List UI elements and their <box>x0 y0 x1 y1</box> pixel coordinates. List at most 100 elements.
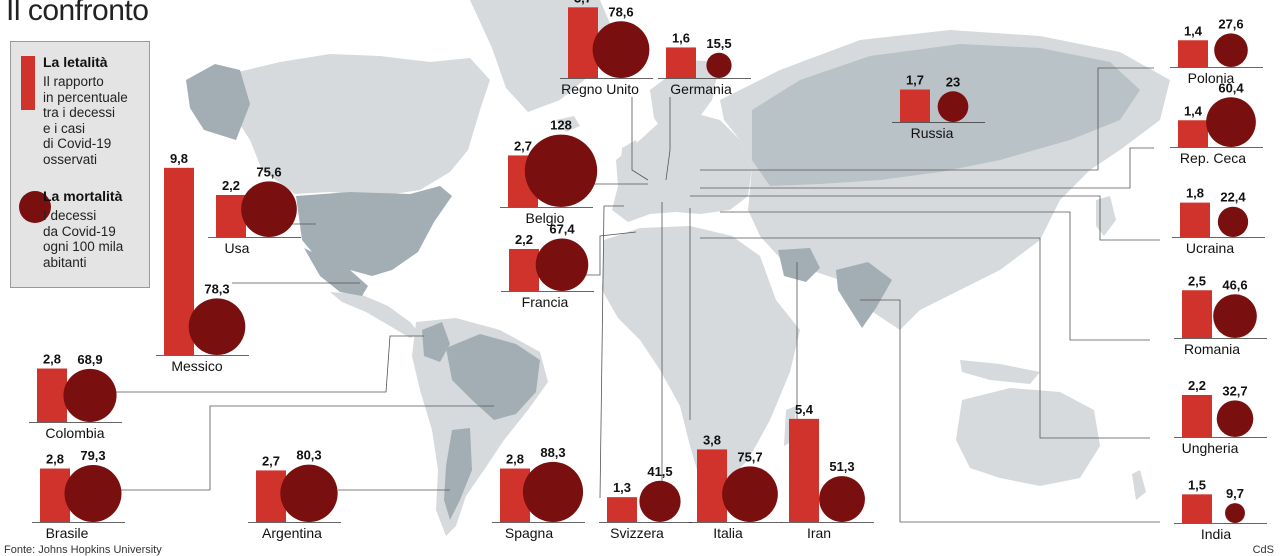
lethality-bar <box>1182 494 1212 523</box>
connector-lines <box>110 67 1160 523</box>
mortality-dot <box>522 461 584 522</box>
mortality-value: 27,6 <box>1218 16 1243 31</box>
lethality-value: 2,8 <box>46 452 64 467</box>
connector-line <box>110 405 494 491</box>
lethality-bar <box>697 449 727 522</box>
usa-shape <box>296 186 452 276</box>
country-label: Brasile <box>46 525 89 541</box>
lethality-value: 2,8 <box>43 352 61 367</box>
mortality-dot <box>241 181 297 237</box>
connector-line <box>690 195 1160 241</box>
mortality-value: 78,6 <box>608 4 633 19</box>
mortality-dot <box>535 238 589 291</box>
legend-box: La letalità Il rapporto in percentuale t… <box>10 41 150 288</box>
connector-line <box>631 97 649 181</box>
mortality-dot <box>937 91 969 122</box>
lethality-bar <box>1180 202 1210 237</box>
mortality-dot <box>1217 206 1249 238</box>
country-group: 1,3 41,5 Svizzera <box>599 464 692 541</box>
lethality-value: 2,2 <box>1188 378 1206 393</box>
mortality-value: 22,4 <box>1220 190 1246 205</box>
country-label: Svizzera <box>610 525 664 541</box>
colombia-shape <box>422 322 450 362</box>
country-label: Russia <box>911 125 954 141</box>
country-label: Ungheria <box>1182 440 1239 456</box>
country-group: 2,5 46,6 Romania <box>1174 273 1267 357</box>
india-shape <box>836 262 892 328</box>
lethality-value: 1,6 <box>672 30 690 45</box>
new-zealand-shape <box>1132 470 1146 500</box>
mortality-dot <box>1216 400 1254 437</box>
country-label: Argentina <box>262 525 322 541</box>
country-group: 2,8 79,3 Brasile <box>32 448 125 541</box>
country-label: Messico <box>171 358 223 374</box>
mortality-value: 23 <box>946 74 960 89</box>
mortality-value: 88,3 <box>540 445 565 460</box>
mexico-shape <box>304 248 368 296</box>
country-group: 9,8 78,3 Messico <box>156 151 249 374</box>
iran-shape <box>778 248 820 282</box>
lethality-bar <box>509 248 539 291</box>
connector-line <box>700 147 1154 189</box>
mortality-value: 79,3 <box>80 448 105 463</box>
mortality-value: 46,6 <box>1222 277 1247 292</box>
lethality-value: 2,2 <box>515 232 533 247</box>
legend-mortality-title: La mortalità <box>43 188 123 204</box>
mortality-value: 75,6 <box>256 164 281 179</box>
mortality-dot <box>64 465 122 522</box>
lethality-value: 1,3 <box>613 480 631 495</box>
country-label: Polonia <box>1188 70 1235 86</box>
lethality-value: 1,4 <box>1184 103 1203 118</box>
country-group: 2,8 88,3 Spagna <box>492 445 585 541</box>
alaska-shape <box>186 64 250 140</box>
connector-line <box>700 237 1150 439</box>
lethality-value: 1,8 <box>1186 186 1204 201</box>
lethality-value: 2,8 <box>506 452 524 467</box>
country-group: 2,7 128 Belgio <box>500 118 598 226</box>
australia-shape <box>956 388 1100 486</box>
lethality-value: 2,7 <box>514 138 532 153</box>
africa-shape <box>602 226 800 486</box>
mortality-dot <box>819 476 865 522</box>
source-note: Fonte: Johns Hopkins University <box>4 544 162 556</box>
lethality-value: 1,4 <box>1184 23 1203 38</box>
lethality-value: 3,7 <box>574 0 592 5</box>
country-label: Italia <box>713 525 743 541</box>
mortality-dot <box>1214 33 1248 67</box>
legend-lethality-title: La letalità <box>43 54 108 70</box>
lethality-value: 5,4 <box>795 402 814 417</box>
mortality-value: 32,7 <box>1222 383 1247 398</box>
country-group: 2,8 68,9 Colombia <box>29 352 122 441</box>
mortality-value: 15,5 <box>706 36 731 51</box>
country-group: 1,7 23 Russia <box>892 73 985 141</box>
country-label: Spagna <box>505 525 553 541</box>
argentina-shape <box>444 428 472 520</box>
lethality-bar <box>1178 120 1208 147</box>
connector-line <box>110 335 424 393</box>
connector-line <box>599 205 624 499</box>
europe-shape <box>612 112 752 222</box>
lethality-bar <box>1182 394 1212 437</box>
country-group: 5,4 51,3 Iran <box>781 402 874 541</box>
lethality-bar <box>900 89 930 122</box>
lethality-value: 2,7 <box>262 453 280 468</box>
country-label: Germania <box>670 81 732 97</box>
uk-shape <box>620 140 640 176</box>
lethality-bar <box>568 7 598 78</box>
mortality-dot <box>280 464 338 522</box>
country-label: Belgio <box>526 210 565 226</box>
country-label: Rep. Ceca <box>1180 150 1246 166</box>
mortality-dot <box>1225 503 1245 523</box>
country-group: 1,4 60,4 Rep. Ceca <box>1170 80 1263 166</box>
mortality-value: 41,5 <box>647 464 672 479</box>
country-label: Iran <box>807 525 831 541</box>
lethality-value: 2,5 <box>1188 273 1206 288</box>
connector-line <box>860 299 1160 523</box>
country-group: 1,6 15,5 Germania <box>658 30 751 97</box>
mortality-value: 80,3 <box>296 448 321 463</box>
lethality-value: 1,7 <box>906 73 924 88</box>
legend-mortality-text: I decessi da Covid-19 ogni 100 mila abit… <box>43 208 124 270</box>
mortality-dot <box>1206 97 1256 147</box>
mortality-dot <box>639 480 681 522</box>
